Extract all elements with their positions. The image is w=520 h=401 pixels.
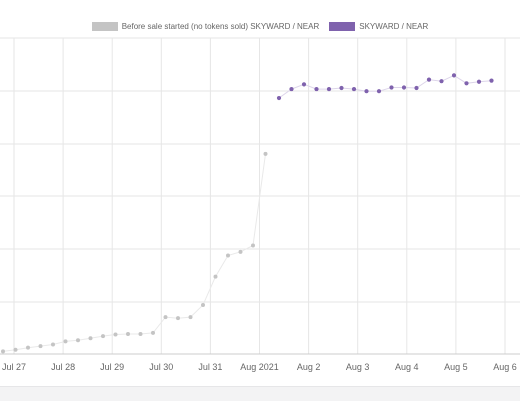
data-point-presale-11: [138, 331, 143, 336]
data-point-presale-16: [201, 303, 205, 308]
data-point-skyward-11: [414, 85, 419, 91]
x-tick-label-3: Jul 30: [149, 362, 173, 372]
data-point-presale-9: [113, 332, 118, 337]
data-point-skyward-0: [276, 95, 282, 101]
legend-item-presale[interactable]: Before sale started (no tokens sold) SKY…: [91, 22, 320, 31]
x-tick-label-7: Aug 3: [346, 362, 370, 372]
data-point-skyward-12: [426, 77, 432, 82]
series-line-presale: [2, 153, 266, 352]
data-point-presale-13: [163, 315, 168, 320]
x-tick-label-6: Aug 2: [297, 362, 321, 372]
data-point-presale-12: [151, 330, 155, 335]
data-point-presale-18: [226, 253, 230, 258]
data-point-skyward-16: [476, 79, 482, 84]
x-tick-label-4: Jul 31: [198, 362, 222, 372]
data-point-presale-20: [251, 243, 255, 248]
x-tick-label-0: Jul 27: [2, 362, 26, 372]
data-point-presale-3: [38, 344, 43, 349]
legend-swatch-skyward: [329, 22, 356, 31]
data-point-skyward-3: [314, 86, 319, 92]
data-point-presale-14: [176, 316, 180, 321]
data-point-skyward-4: [326, 86, 332, 92]
data-point-skyward-17: [489, 78, 494, 83]
data-point-presale-0: [1, 349, 5, 354]
data-point-skyward-15: [464, 81, 469, 86]
data-point-skyward-10: [401, 85, 407, 90]
data-point-presale-1: [13, 347, 18, 352]
data-point-skyward-7: [364, 89, 369, 94]
data-point-presale-7: [88, 336, 93, 341]
x-tick-label-9: Aug 5: [444, 362, 468, 372]
legend: Before sale started (no tokens sold) SKY…: [0, 22, 520, 31]
data-point-skyward-14: [451, 73, 457, 78]
data-point-skyward-1: [289, 86, 294, 92]
data-point-presale-8: [101, 334, 105, 339]
data-point-presale-5: [63, 339, 68, 344]
data-point-skyward-5: [339, 85, 344, 91]
x-tick-label-5: Aug 2021: [240, 362, 279, 372]
data-point-presale-21: [263, 151, 268, 156]
footer-bar: [0, 386, 520, 401]
legend-swatch-presale: [91, 22, 118, 31]
x-tick-label-10: Aug 6: [493, 362, 517, 372]
data-point-skyward-8: [376, 89, 382, 94]
data-point-presale-2: [26, 345, 30, 350]
data-point-skyward-13: [439, 79, 444, 84]
data-point-presale-4: [51, 342, 55, 347]
data-point-skyward-6: [351, 86, 357, 92]
data-point-presale-6: [76, 338, 80, 343]
data-point-presale-15: [188, 315, 193, 320]
x-tick-label-1: Jul 28: [51, 362, 75, 372]
series-line-skyward: [278, 74, 492, 99]
legend-label-skyward: SKYWARD / NEAR: [359, 22, 429, 31]
legend-label-presale: Before sale started (no tokens sold) SKY…: [121, 22, 320, 31]
data-point-presale-10: [126, 331, 130, 336]
data-point-presale-17: [213, 274, 218, 279]
data-point-skyward-2: [301, 82, 307, 87]
legend-item-skyward[interactable]: SKYWARD / NEAR: [329, 22, 428, 31]
data-point-skyward-9: [389, 85, 394, 90]
data-point-presale-19: [238, 249, 243, 254]
x-tick-label-8: Aug 4: [395, 362, 419, 372]
x-tick-label-2: Jul 29: [100, 362, 124, 372]
